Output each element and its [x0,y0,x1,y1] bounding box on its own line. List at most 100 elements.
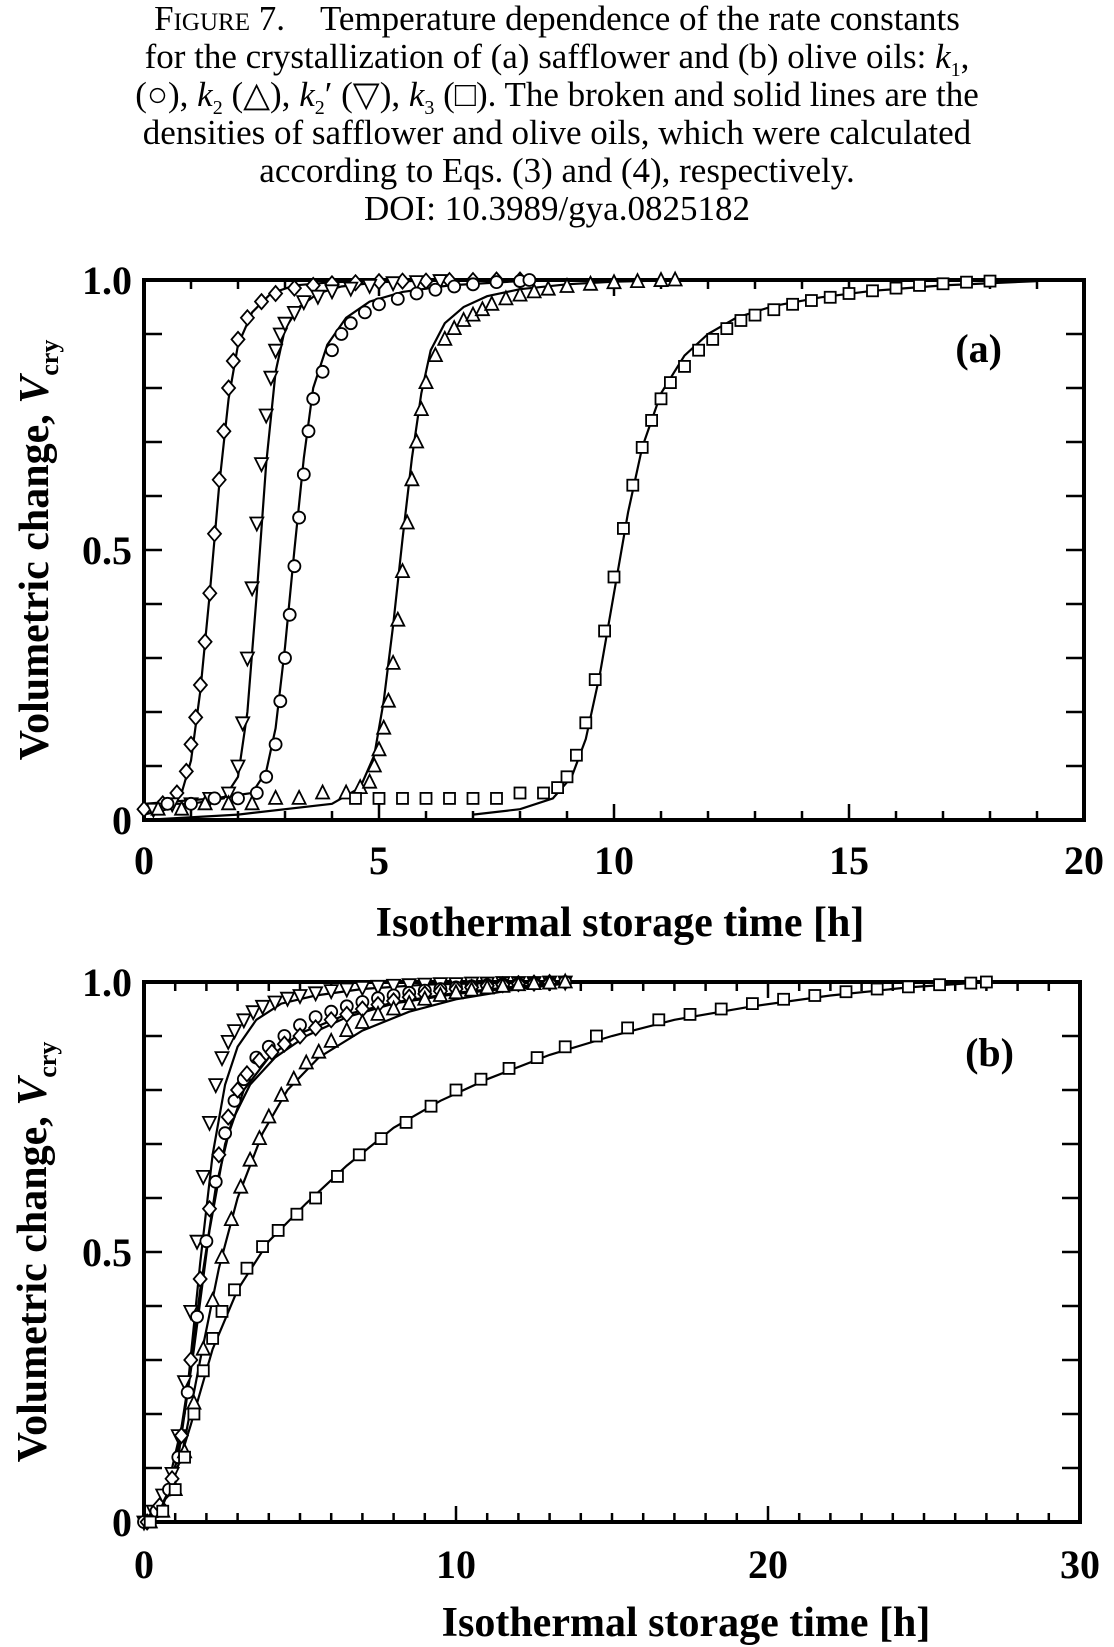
point-triangle-down [230,759,246,776]
caption-k3: k [408,75,425,114]
point-diamond [173,1426,190,1445]
point-square [396,792,409,805]
x-tick-label: 15 [829,838,869,883]
point-square [143,1515,157,1529]
point-square [902,980,915,994]
point-triangle-up [606,273,622,290]
panel-a-markers [136,270,997,819]
point-circle [184,796,198,811]
x-tick-label: 0 [134,1542,154,1587]
point-square [746,997,759,1010]
point-square [607,570,621,584]
point-square [474,1072,488,1086]
point-diamond [323,1010,339,1029]
point-triangle-down [295,295,312,312]
point-triangle-down [370,979,386,996]
point-square [654,392,668,406]
point-circle [268,737,283,752]
x-tick-label: 0 [134,838,154,883]
point-square [331,1170,344,1183]
point-square [449,1083,463,1097]
fit-curve-triangle-up [143,278,685,822]
fit-curve-triangle-down [144,278,450,805]
y-tick-label: 0.5 [82,528,132,573]
point-triangle-up [244,794,261,811]
point-triangle-up [540,279,557,296]
point-square [187,1407,201,1421]
point-triangle-up [463,980,480,997]
point-square [933,978,946,992]
panel-a-label: (a) [955,326,1002,371]
point-triangle-up [291,788,308,805]
point-diamond [276,1035,293,1053]
point-triangle-down [385,978,402,995]
point-circle [428,282,443,297]
point-triangle-up [408,432,425,449]
point-triangle-up [436,329,453,346]
point-square [271,1224,285,1237]
point-triangle-up [371,740,387,757]
point-triangle-up [267,788,284,805]
point-triangle-down [201,1116,218,1132]
point-circle [190,1309,204,1324]
y-tick-label: 1.0 [82,258,132,303]
point-triangle-up [298,1053,315,1070]
x-tick-label: 20 [748,1542,788,1587]
point-triangle-up [242,1150,259,1167]
point-triangle-up [399,513,416,530]
point-triangle-up [314,783,331,800]
point-diamond [229,1081,246,1099]
point-triangle-up [370,1004,386,1021]
point-square [635,440,649,454]
point-square [683,1008,697,1021]
point-diamond [253,292,270,311]
point-triangle-down [244,581,261,598]
point-triangle-up [361,772,378,789]
point-square [419,792,433,805]
panel-b-y-axis-title: Volumetric change, Vcry [10,1042,62,1463]
caption-k3-sub: 3 [424,97,435,119]
point-square [652,1013,666,1027]
caption-k1-sub: 1 [950,59,961,81]
point-circle [301,424,316,439]
point-square [490,792,503,805]
point-triangle-up [559,276,575,293]
point-triangle-up [667,270,684,287]
point-triangle-up [220,794,237,811]
x-tick-label: 10 [594,838,634,883]
panel-a-y-axis-main: Volumetric change, [12,404,58,761]
point-circle [489,275,504,290]
point-triangle-up [354,1012,371,1029]
point-diamond [197,632,213,651]
point-square [240,1261,254,1275]
point-square [372,792,386,805]
point-square [424,1099,438,1113]
caption-k1-after: , [960,37,970,76]
point-square [352,1148,366,1162]
panel-b-frame [142,980,1082,1524]
point-triangle-up [285,1069,302,1086]
point-triangle-down [279,991,296,1008]
point-circle [390,291,405,306]
point-triangle-down [254,999,271,1016]
caption-k2p-symbol: ′ (▽), [324,75,409,114]
point-square [913,278,926,292]
point-square [156,1504,170,1518]
point-triangle-down [195,1170,212,1186]
point-triangle-down [272,327,289,344]
point-circle [249,786,264,800]
point-diamond [239,1064,255,1083]
point-triangle-up [427,346,444,363]
caption-line-1-text: Temperature dependence of the rate const… [319,0,960,38]
point-square [215,1305,229,1318]
point-diamond [206,524,223,543]
point-triangle-up [150,799,167,816]
point-triangle-down [323,984,340,1001]
point-triangle-down [176,1375,193,1392]
point-square [256,1240,269,1253]
point-triangle-up [385,653,402,670]
point-diamond [239,308,256,327]
point-triangle-up [448,983,464,1000]
caption-k2: k [197,75,213,114]
point-circle [199,1234,214,1249]
